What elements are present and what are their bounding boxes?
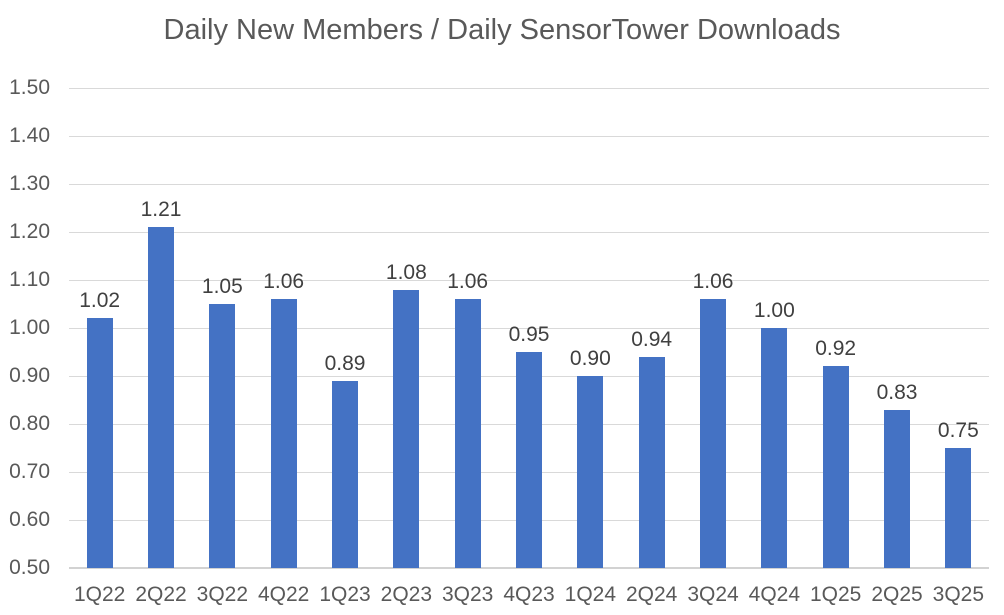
bar <box>148 227 174 568</box>
bar-value-label: 1.02 <box>79 289 121 313</box>
bar-value-label: 1.00 <box>753 299 795 322</box>
x-tick-label: 3Q22 <box>196 583 249 606</box>
bar <box>209 304 236 568</box>
bar-value-label: 1.05 <box>201 275 243 298</box>
bar-value-label: 0.75 <box>937 419 979 442</box>
x-tick-label: 3Q24 <box>687 583 739 606</box>
x-tick-label: 4Q23 <box>503 583 555 606</box>
x-tick-label: 2Q22 <box>135 583 187 606</box>
bar-value-label: 0.83 <box>876 380 918 404</box>
gridline <box>69 183 989 185</box>
x-tick-label: 3Q23 <box>441 583 494 606</box>
gridline <box>69 135 989 137</box>
bar <box>822 366 849 568</box>
chart-title: Daily New Members / Daily SensorTower Do… <box>163 14 841 46</box>
gridline <box>69 327 989 329</box>
x-tick-label: 4Q24 <box>748 583 801 606</box>
bar <box>638 356 665 568</box>
bar-value-label: 1.06 <box>447 270 489 294</box>
bar <box>577 376 604 568</box>
bar-value-label: 1.06 <box>692 270 734 294</box>
y-tick-label: 1.10 <box>9 268 50 291</box>
gridline <box>69 279 989 281</box>
bar-value-label: 0.94 <box>631 327 673 351</box>
bar <box>86 318 113 568</box>
gridline <box>69 87 989 89</box>
bar-value-label: 0.92 <box>815 337 857 361</box>
x-tick-label: 4Q22 <box>257 583 310 606</box>
bar <box>945 448 972 568</box>
y-tick-label: 1.30 <box>9 172 50 195</box>
y-tick-label: 1.00 <box>9 316 50 339</box>
y-tick-label: 0.50 <box>9 556 50 579</box>
bar <box>761 328 788 568</box>
y-tick-label: 1.20 <box>9 220 50 243</box>
x-tick-label: 1Q22 <box>73 583 126 606</box>
bar <box>332 380 358 568</box>
y-tick-label: 0.90 <box>9 364 50 387</box>
bar <box>884 409 910 568</box>
bar-value-label: 1.06 <box>263 270 305 294</box>
bar <box>270 299 297 568</box>
bar-value-label: 0.95 <box>508 323 550 346</box>
x-tick-label: 1Q24 <box>564 583 617 606</box>
y-tick-label: 1.50 <box>9 76 50 99</box>
bar <box>516 352 542 568</box>
y-tick-label: 0.60 <box>9 508 50 531</box>
bar <box>454 299 481 568</box>
plot-area <box>69 87 989 569</box>
y-tick-label: 0.80 <box>9 412 50 435</box>
x-tick-label: 2Q25 <box>871 583 923 606</box>
bar <box>700 299 726 568</box>
y-tick-label: 0.70 <box>9 460 50 483</box>
bar-value-label: 0.89 <box>324 351 366 375</box>
x-tick-label: 2Q24 <box>625 583 678 606</box>
gridline <box>69 231 989 233</box>
x-tick-label: 2Q23 <box>380 583 433 606</box>
x-tick-label: 3Q25 <box>932 583 985 606</box>
bar-value-label: 0.90 <box>569 347 611 370</box>
bar-value-label: 1.21 <box>140 198 182 222</box>
bar-value-label: 1.08 <box>385 260 427 284</box>
bar <box>393 289 420 568</box>
y-tick-label: 1.40 <box>9 124 50 147</box>
x-tick-label: 1Q25 <box>809 583 862 606</box>
x-tick-label: 1Q23 <box>319 583 371 606</box>
x-axis-line <box>69 567 989 569</box>
